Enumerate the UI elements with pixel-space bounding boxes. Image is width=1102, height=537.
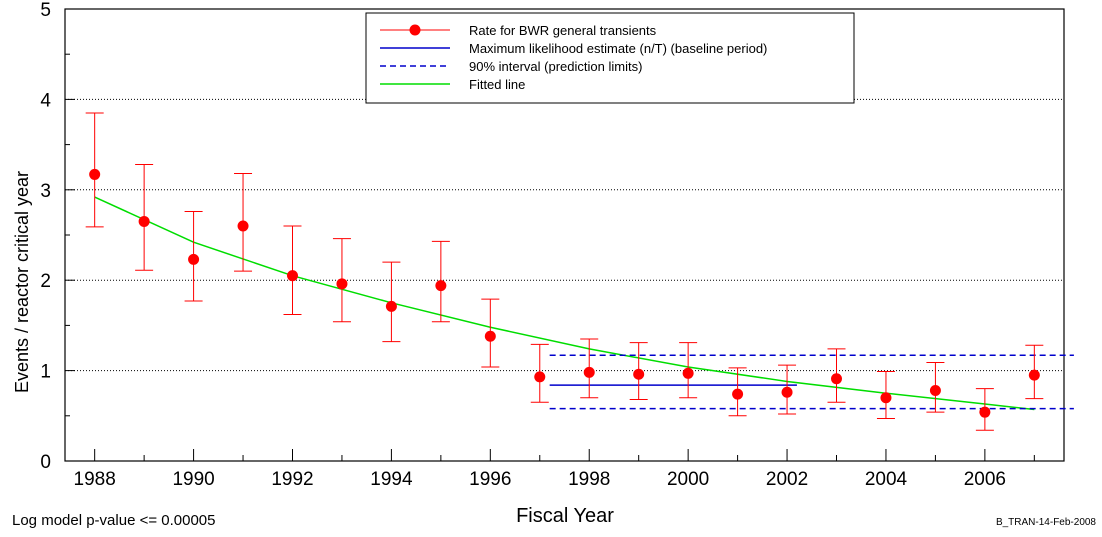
rate-marker bbox=[979, 406, 991, 418]
y-tick-label: 0 bbox=[40, 452, 51, 473]
y-tick-label: 3 bbox=[40, 181, 51, 202]
rate-marker bbox=[534, 371, 546, 383]
legend-label: 90% interval (prediction limits) bbox=[469, 59, 642, 74]
rate-marker bbox=[781, 386, 793, 398]
y-tick-label: 1 bbox=[40, 362, 51, 383]
data-point-2006 bbox=[975, 388, 994, 431]
fitted-line-layer bbox=[94, 196, 1035, 411]
y-axis-label: Events / reactor critical year bbox=[12, 171, 32, 393]
rate-marker bbox=[880, 392, 892, 404]
x-tick-label: 2006 bbox=[964, 469, 1006, 490]
data-point-2001 bbox=[728, 367, 747, 417]
rate-marker bbox=[682, 367, 694, 379]
rate-marker bbox=[138, 215, 150, 227]
prediction-interval-layer bbox=[549, 354, 1074, 410]
data-point-1988 bbox=[85, 112, 104, 228]
data-point-1992 bbox=[283, 225, 302, 316]
data-point-1995 bbox=[431, 240, 450, 323]
y-tick-label: 4 bbox=[40, 90, 51, 111]
x-tick-label: 1990 bbox=[172, 469, 214, 490]
rate-marker bbox=[633, 368, 645, 380]
x-tick-label: 1996 bbox=[469, 469, 511, 490]
rate-points-layer bbox=[85, 112, 1044, 431]
data-point-1991 bbox=[234, 173, 253, 272]
data-point-1998 bbox=[580, 338, 599, 399]
rate-marker bbox=[385, 300, 397, 312]
rate-marker bbox=[1028, 369, 1040, 381]
x-tick-label: 2000 bbox=[667, 469, 709, 490]
data-point-2005 bbox=[926, 361, 945, 413]
data-point-2004 bbox=[876, 371, 895, 420]
rate-marker bbox=[336, 278, 348, 290]
rate-marker bbox=[732, 388, 744, 400]
legend-label: Maximum likelihood estimate (n/T) (basel… bbox=[469, 41, 767, 56]
data-point-1993 bbox=[332, 238, 351, 323]
rate-marker bbox=[484, 330, 496, 342]
y-tick-label: 5 bbox=[40, 0, 51, 21]
legend-label: Rate for BWR general transients bbox=[469, 23, 657, 38]
rate-marker bbox=[435, 280, 447, 292]
data-point-2000 bbox=[679, 342, 698, 399]
data-point-1994 bbox=[382, 261, 401, 343]
ticks: 0 1 2 3 4 5 1988 1990 1992 1994 1996 1998 2000 2002 20… bbox=[40, 0, 1035, 490]
data-point-2007 bbox=[1025, 344, 1044, 400]
rate-marker bbox=[237, 220, 249, 232]
data-point-1997 bbox=[530, 343, 549, 403]
x-tick-label: 1992 bbox=[271, 469, 313, 490]
data-point-1990 bbox=[184, 210, 203, 302]
rate-marker bbox=[286, 270, 298, 282]
gridlines bbox=[65, 98, 1064, 372]
rate-marker bbox=[583, 366, 595, 378]
fitted-line bbox=[94, 196, 1035, 411]
rate-marker bbox=[89, 168, 101, 180]
legend-swatch-rate-marker bbox=[409, 24, 421, 36]
x-tick-label: 1998 bbox=[568, 469, 610, 490]
data-point-2002 bbox=[778, 364, 797, 415]
x-tick-label: 2004 bbox=[865, 469, 908, 490]
x-tick-label: 1994 bbox=[370, 469, 413, 490]
rate-marker bbox=[831, 373, 843, 385]
data-point-1989 bbox=[135, 163, 154, 271]
stamp-label: B_TRAN-14-Feb-2008 bbox=[995, 517, 1096, 528]
y-tick-label: 2 bbox=[40, 271, 51, 292]
rate-marker bbox=[929, 384, 941, 396]
legend-label: Fitted line bbox=[469, 77, 525, 92]
data-point-2003 bbox=[827, 348, 846, 403]
legend-box bbox=[365, 12, 855, 104]
legend: Rate for BWR general transients Maximum l… bbox=[365, 12, 855, 104]
x-tick-label: 1988 bbox=[74, 469, 116, 490]
x-tick-label: 2002 bbox=[766, 469, 808, 490]
data-point-1996 bbox=[481, 298, 500, 368]
x-axis-label: Fiscal Year bbox=[516, 505, 614, 527]
rate-marker bbox=[188, 253, 200, 265]
data-point-1999 bbox=[629, 342, 648, 401]
p-value-note: Log model p-value <= 0.00005 bbox=[12, 512, 216, 529]
